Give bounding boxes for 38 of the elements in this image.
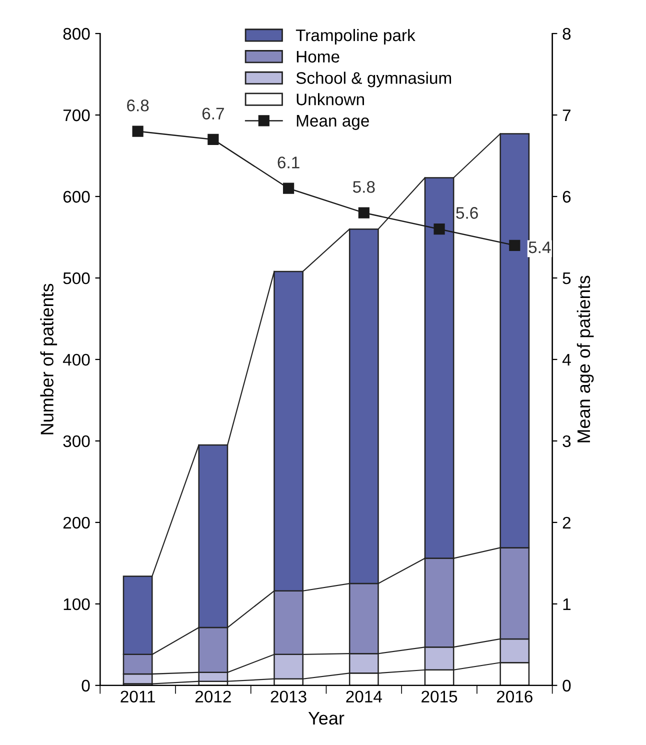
data-label: 5.8	[352, 181, 375, 193]
data-label: 6.1	[278, 156, 300, 168]
y-tick-label: 600	[63, 190, 90, 203]
y-tick-label: 400	[62, 354, 90, 366]
legend-label: Home	[296, 50, 340, 63]
legend-label: Mean age	[296, 115, 369, 130]
y-tick-label: 300	[63, 435, 90, 448]
y-tick-label: 0	[82, 680, 90, 692]
y2-tick-label: 7	[562, 110, 570, 122]
data-label: 6.8	[127, 100, 149, 112]
legend-label: School & gymnasium	[296, 72, 452, 88]
y2-tick-label: 5	[562, 272, 571, 284]
data-label: 5.6	[456, 207, 478, 219]
y-axis-title: Number of patients	[40, 284, 58, 434]
x-tick-label: 2014	[346, 690, 382, 703]
y2-axis-title: Mean age of patients	[576, 276, 594, 442]
y-tick-label: 100	[64, 598, 90, 610]
y2-tick-label: 4	[562, 354, 571, 366]
y2-tick-label: 0	[562, 680, 571, 692]
x-tick-label: 2013	[270, 690, 306, 703]
x-tick-label: 2012	[195, 690, 231, 703]
y2-tick-label: 2	[562, 516, 570, 528]
y-tick-label: 800	[63, 28, 90, 40]
y-tick-label: 200	[63, 516, 90, 529]
x-axis-title: Year	[308, 712, 344, 725]
y2-tick-label: 8	[562, 28, 571, 40]
x-tick-label: 2011	[120, 690, 155, 703]
y2-tick-label: 6	[562, 190, 571, 203]
data-label: 5.4	[528, 242, 551, 254]
y-tick-label: 500	[63, 272, 90, 284]
y2-tick-label: 3	[562, 435, 571, 448]
x-tick-label: 2015	[422, 690, 458, 703]
y-tick-label: 700	[63, 109, 90, 122]
y2-tick-label: 1	[563, 598, 571, 610]
data-label: 6.7	[202, 108, 224, 120]
x-tick-label: 2016	[496, 690, 532, 703]
legend-label: Unknown	[296, 93, 364, 106]
legend-label: Trampoline park	[296, 28, 416, 45]
